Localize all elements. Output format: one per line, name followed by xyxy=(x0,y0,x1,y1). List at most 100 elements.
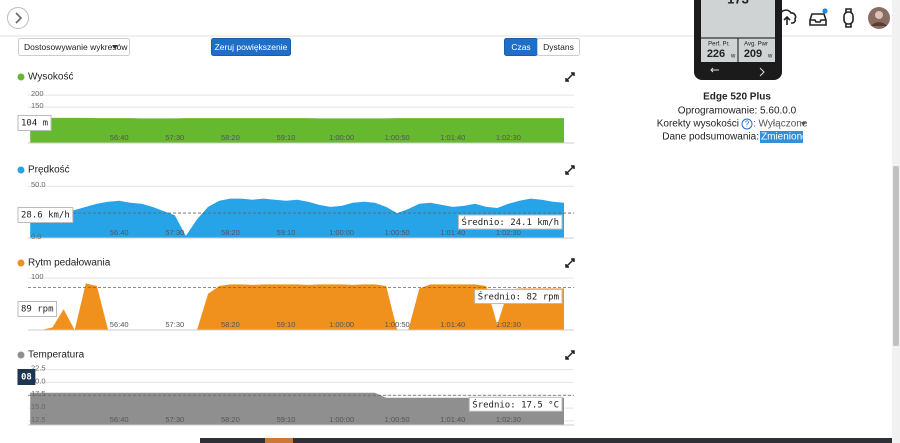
time-toggle[interactable]: Czas xyxy=(504,38,538,56)
chart-title: Temperatura xyxy=(28,350,85,361)
x-tick-label: 58:20 xyxy=(221,320,240,329)
selection-highlight xyxy=(760,131,803,143)
cursor-label: 08 xyxy=(21,373,32,383)
avatar[interactable] xyxy=(868,7,890,29)
summary-value: Zmienione xyxy=(761,132,808,143)
average-label: Średnio: 24.1 km/h xyxy=(461,216,559,228)
expand-icon[interactable] xyxy=(565,350,575,360)
firmware: Oprogramowanie: 5.60.0.0 xyxy=(678,106,797,117)
scrollbar-thumb[interactable] xyxy=(893,166,899,346)
y-tick-label: 200 xyxy=(31,89,44,98)
device-name: Edge 520 Plus xyxy=(703,92,771,103)
x-tick-label: 1:01:40 xyxy=(440,228,465,237)
x-tick-label: 1:01:40 xyxy=(440,320,465,329)
average-label: Średnio: 17.5 °C xyxy=(472,398,559,410)
x-tick-label: 1:00:50 xyxy=(385,320,410,329)
x-tick-label: 1:02:30 xyxy=(496,133,521,142)
x-tick-label: 58:20 xyxy=(221,415,240,424)
distance-toggle[interactable]: Dystans xyxy=(537,38,580,56)
customize-label: Dostosowywanie wykresów xyxy=(24,42,128,52)
x-tick-label: 1:02:30 xyxy=(496,415,521,424)
x-tick-label: 1:00:00 xyxy=(329,320,354,329)
x-tick-label: 59:10 xyxy=(277,133,296,142)
chart-title: Rytm pedałowania xyxy=(28,258,111,269)
x-tick-label: 58:20 xyxy=(221,133,240,142)
y-tick-label: 15.0 xyxy=(31,402,46,411)
x-tick-label: 1:01:40 xyxy=(440,133,465,142)
legend-dot xyxy=(17,73,25,81)
x-tick-label: 1:00:50 xyxy=(385,415,410,424)
x-tick-label: 59:10 xyxy=(277,415,296,424)
reset-zoom-label: Zeruj powiększenie xyxy=(215,42,288,52)
screen-right-label: Avg. Pwr xyxy=(744,42,768,48)
area xyxy=(30,392,564,425)
legend-dot xyxy=(17,166,25,174)
y-tick-label: 150 xyxy=(31,101,44,110)
help-icon-text: ? xyxy=(745,120,750,129)
average-box xyxy=(468,396,563,412)
screen-right-value: 209 xyxy=(744,48,762,60)
cursor-label: 104 m xyxy=(21,119,48,129)
area xyxy=(30,198,564,238)
area xyxy=(30,283,564,330)
screen-left-unit: w xyxy=(730,54,736,60)
inbox-icon[interactable] xyxy=(809,8,828,26)
cursor-label: 28.6 km/h xyxy=(21,211,70,221)
expand-arrows xyxy=(565,72,575,82)
cursor-label: 89 rpm xyxy=(21,305,54,315)
x-tick-label: 1:00:00 xyxy=(329,228,354,237)
legend-dot xyxy=(17,351,25,359)
help-icon[interactable]: ? xyxy=(741,118,753,130)
x-tick-label: 56:40 xyxy=(110,415,129,424)
x-tick-label: 56:40 xyxy=(110,228,129,237)
screen-left-value: 226 xyxy=(707,48,725,60)
device-image: 173 Perf. Pr. 226 w Avg. Pwr 209 w xyxy=(694,0,782,80)
x-tick-label: 1:00:00 xyxy=(329,133,354,142)
collapse-button[interactable] xyxy=(7,7,29,29)
altitude-correction-label: Korekty wysokości xyxy=(657,119,739,130)
x-tick-label: 56:40 xyxy=(110,320,129,329)
expand-icon[interactable] xyxy=(565,165,575,175)
x-tick-label: 1:01:40 xyxy=(440,415,465,424)
legend-dot xyxy=(17,259,25,267)
expand-icon[interactable] xyxy=(565,258,575,268)
average-label: Średnio: 82 rpm xyxy=(478,291,559,303)
screen-left-label: Perf. Pr. xyxy=(708,42,730,48)
customize-dropdown[interactable]: Dostosowywanie wykresów xyxy=(18,38,130,56)
bottom-strip xyxy=(200,438,892,443)
y-tick-label: 0.0 xyxy=(31,232,41,241)
x-tick-label: 1:02:30 xyxy=(496,320,521,329)
chart-title: Wysokość xyxy=(28,72,73,83)
area xyxy=(30,117,564,143)
x-tick-label: 1:00:50 xyxy=(385,228,410,237)
altitude-correction-value[interactable]: : Wyłączone xyxy=(753,119,808,130)
summary-label: Dane podsumowania: xyxy=(662,132,759,143)
expand-arrows xyxy=(565,165,575,175)
expand-icon[interactable] xyxy=(565,72,575,82)
expand-arrows xyxy=(565,258,575,268)
cursor-box xyxy=(17,301,58,317)
screen-right-unit: w xyxy=(767,54,773,60)
y-tick-label: 50.0 xyxy=(31,180,46,189)
x-tick-label: 59:10 xyxy=(277,228,296,237)
x-tick-label: 57:30 xyxy=(165,320,184,329)
x-tick-label: 1:00:00 xyxy=(329,415,354,424)
watch-icon[interactable] xyxy=(843,8,854,28)
charts: Wysokość 150 200 56:40 57:30 58:20 59:10 1:00:0… xyxy=(17,72,575,426)
dropdown-arrow xyxy=(801,122,806,126)
x-tick-label: 57:30 xyxy=(165,133,184,142)
cursor-box xyxy=(17,369,36,385)
bottom-strip-accent xyxy=(265,438,293,443)
average-box xyxy=(474,289,563,305)
x-tick-label: 56:40 xyxy=(110,133,129,142)
expand-arrows xyxy=(565,350,575,360)
chart-title: Prędkość xyxy=(28,165,70,176)
cursor-box xyxy=(17,115,52,131)
reset-zoom-button[interactable]: Zeruj powiększenie xyxy=(211,38,291,56)
x-tick-label: 1:00:50 xyxy=(385,133,410,142)
x-tick-label: 57:30 xyxy=(165,228,184,237)
y-tick-label: 12.5 xyxy=(31,415,46,424)
screen-top: 173 xyxy=(727,0,749,6)
